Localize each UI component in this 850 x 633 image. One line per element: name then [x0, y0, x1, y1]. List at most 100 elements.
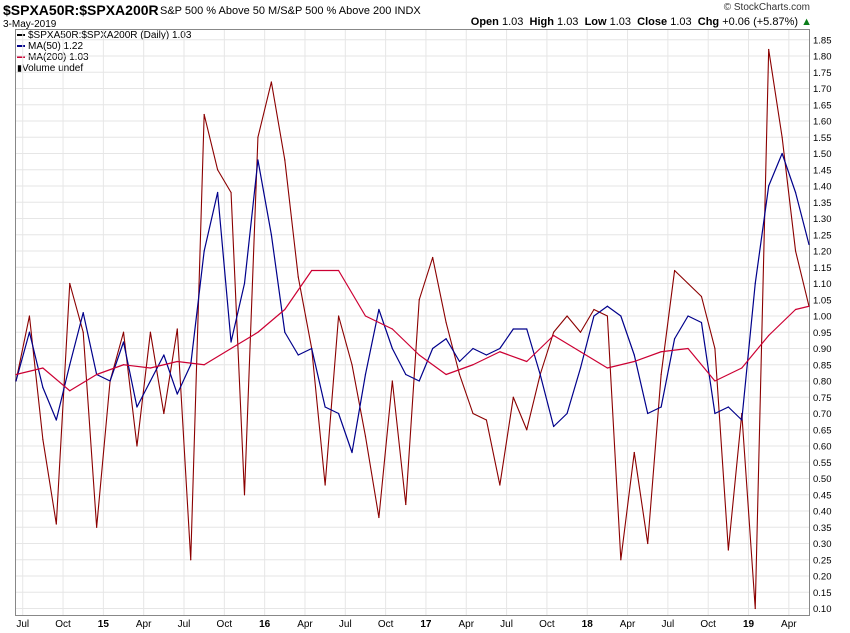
data-point-ma200: [337, 269, 340, 272]
data-point-ma200: [203, 364, 205, 366]
data-point-ma50: [311, 347, 313, 350]
data-point-ma50: [15, 380, 17, 382]
y-tick-label: 0.20: [813, 572, 832, 583]
legend-volume-label: Volume undef: [21, 63, 84, 74]
data-point-ma50: [472, 347, 474, 350]
y-tick-label: 1.75: [813, 68, 832, 79]
x-tick-label: 17: [420, 619, 432, 630]
data-point-ma50: [391, 347, 393, 350]
y-tick-label: 1.55: [813, 133, 832, 144]
data-point-ma50: [768, 185, 770, 187]
y-tick-label: 0.85: [813, 360, 832, 371]
data-point-ma200: [553, 334, 555, 337]
data-point-price: [82, 331, 84, 333]
description-text: S&P 500 % Above 50 M/S&P 500 % Above 200: [160, 5, 392, 17]
x-tick-label: Apr: [458, 619, 474, 630]
data-point-ma50: [660, 406, 662, 408]
data-point-price: [794, 250, 797, 252]
data-point-ma50: [149, 380, 152, 382]
y-tick-label: 1.05: [813, 295, 832, 306]
legend-ma200: MA(200) 1.03: [17, 52, 191, 63]
data-point-ma200: [96, 373, 98, 376]
data-point-ma50: [499, 347, 501, 350]
data-point-ma50: [754, 282, 756, 285]
x-tick-label: Oct: [700, 619, 716, 630]
ohlc-readout: Open 1.03 High 1.03 Low 1.03 Close 1.03 …: [471, 16, 812, 28]
data-point-ma200: [794, 308, 797, 311]
data-point-ma50: [633, 354, 635, 356]
data-point-ma50: [673, 338, 676, 340]
data-point-price: [647, 542, 649, 545]
legend-ma50: MA(50) 1.22: [17, 41, 191, 52]
data-point-ma50: [808, 243, 810, 246]
y-tick-label: 0.15: [813, 588, 832, 599]
data-point-price: [458, 373, 461, 376]
x-tick-label: Apr: [620, 619, 636, 630]
y-tick-label: 0.45: [813, 490, 832, 501]
series-line-ma50: [15, 152, 810, 454]
data-point-price: [243, 494, 246, 496]
y-tick-label: 1.20: [813, 247, 832, 258]
legend: $SPXA50R:$SPXA200R (Daily) 1.03 MA(50) 1…: [17, 30, 191, 74]
open-value: 1.03: [501, 16, 524, 28]
data-point-ma50: [432, 347, 434, 350]
data-point-ma50: [647, 412, 649, 415]
data-point-price: [553, 331, 555, 333]
data-point-ma50: [69, 364, 71, 366]
y-tick-label: 1.30: [813, 214, 832, 225]
up-arrow-icon: ▲: [801, 16, 812, 28]
data-point-ma50: [190, 364, 192, 366]
data-point-price: [633, 451, 635, 454]
high-label: High: [529, 16, 554, 28]
data-point-ma200: [284, 308, 286, 311]
data-point-ma50: [203, 250, 205, 252]
data-point-price: [687, 282, 689, 285]
data-point-price: [217, 169, 219, 171]
data-point-ma50: [109, 380, 111, 382]
data-point-ma200: [768, 334, 770, 337]
data-point-price: [445, 321, 447, 324]
y-tick-label: 1.85: [813, 35, 832, 46]
data-point-ma50: [55, 419, 57, 421]
y-tick-label: 1.70: [813, 84, 832, 95]
data-point-ma50: [163, 354, 165, 356]
data-point-ma50: [566, 412, 568, 415]
data-point-ma200: [687, 347, 689, 350]
data-point-ma200: [257, 331, 259, 333]
legend-price-label: $SPXA50R:$SPXA200R (Daily) 1.03: [28, 30, 192, 41]
data-point-price: [176, 328, 178, 330]
data-point-ma200: [633, 360, 635, 363]
data-point-ma50: [364, 373, 367, 376]
data-point-ma200: [15, 373, 17, 376]
data-point-price: [122, 331, 125, 333]
data-point-price: [378, 516, 380, 519]
data-point-price: [485, 419, 488, 421]
data-point-ma200: [472, 364, 474, 366]
data-point-ma50: [257, 159, 259, 161]
x-tick-label: Oct: [378, 619, 394, 630]
x-tick-label: Jul: [661, 619, 674, 630]
data-point-price: [754, 607, 756, 610]
legend-price: $SPXA50R:$SPXA200R (Daily) 1.03: [17, 30, 191, 41]
data-point-price: [472, 412, 474, 415]
data-point-price: [284, 159, 286, 161]
data-point-ma50: [687, 315, 689, 317]
y-tick-label: 0.90: [813, 344, 832, 355]
y-tick-label: 0.80: [813, 377, 832, 388]
y-tick-label: 1.60: [813, 117, 832, 128]
data-point-price: [28, 315, 31, 317]
open-label: Open: [470, 16, 499, 28]
data-point-ma200: [176, 360, 178, 363]
y-tick-label: 1.80: [813, 52, 832, 63]
data-point-ma50: [378, 308, 380, 311]
data-point-price: [526, 429, 528, 431]
legend-ma50-label: MA(50) 1.22: [28, 41, 84, 52]
series-line-ma200: [15, 269, 810, 392]
data-point-ma50: [217, 191, 219, 194]
data-point-ma50: [553, 425, 555, 428]
data-point-price: [297, 276, 299, 278]
data-point-price: [163, 412, 165, 415]
data-point-ma50: [28, 331, 31, 333]
data-point-price: [337, 315, 340, 317]
y-tick-label: 0.70: [813, 409, 832, 420]
